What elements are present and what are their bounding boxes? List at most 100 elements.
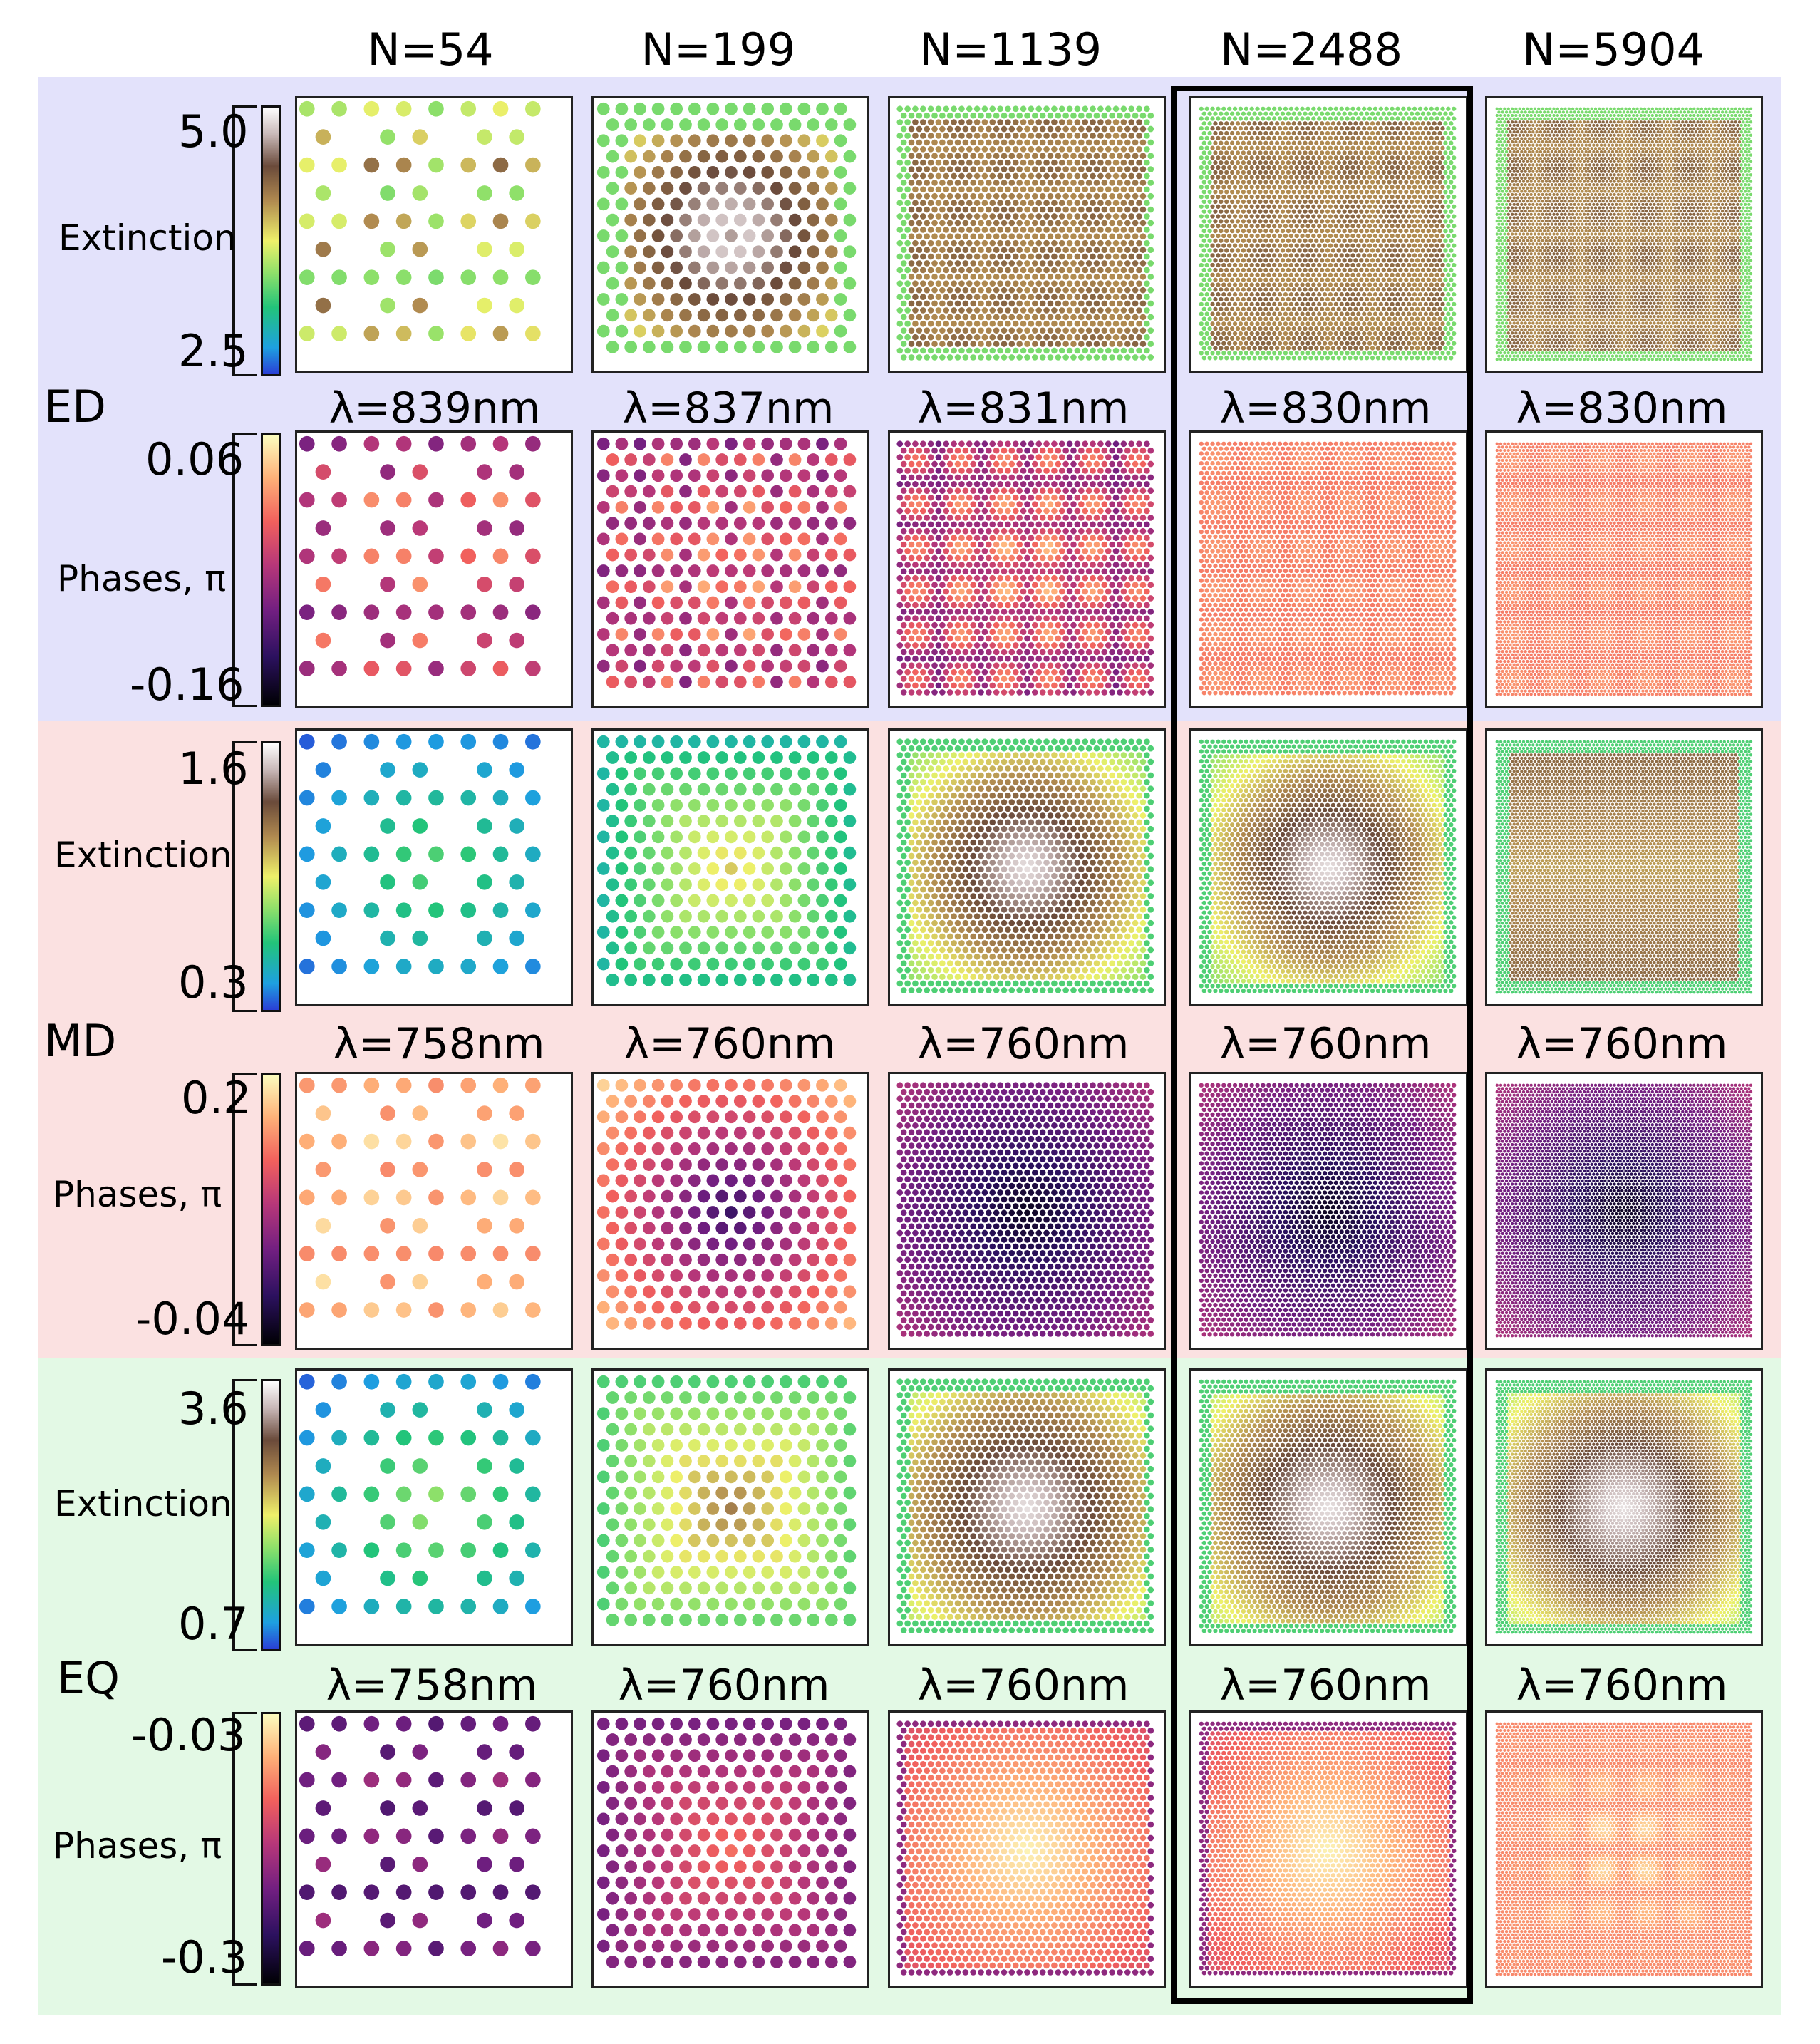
- particle: [1743, 123, 1747, 128]
- particle: [1085, 247, 1092, 253]
- particle: [1227, 233, 1232, 239]
- particle: [1372, 204, 1378, 209]
- particle: [896, 347, 904, 354]
- particle: [970, 247, 977, 253]
- particle: [1229, 140, 1235, 145]
- particle: [1221, 341, 1226, 346]
- particle: [1008, 247, 1015, 253]
- particle: [1258, 277, 1263, 282]
- particle: [1297, 209, 1302, 214]
- particle: [1105, 267, 1112, 274]
- particle: [477, 129, 492, 145]
- particle: [1311, 292, 1316, 297]
- particle: [1353, 180, 1358, 185]
- particle: [1227, 224, 1232, 229]
- particle: [1117, 192, 1123, 200]
- particle: [1503, 153, 1506, 157]
- particle: [1671, 150, 1675, 154]
- particle: [1537, 107, 1541, 110]
- particle: [1720, 143, 1725, 147]
- particle: [1742, 120, 1745, 124]
- particle: [1702, 130, 1705, 134]
- particle: [1269, 111, 1274, 116]
- particle: [725, 166, 738, 179]
- particle: [958, 105, 965, 113]
- particle: [1432, 248, 1437, 253]
- particle: [1213, 238, 1218, 243]
- particle: [1384, 204, 1389, 209]
- particle: [1719, 120, 1722, 124]
- particle: [1274, 336, 1280, 341]
- particle: [1112, 145, 1120, 153]
- particle: [1372, 165, 1378, 170]
- particle: [1576, 123, 1581, 128]
- particle: [1077, 180, 1085, 186]
- particle: [1747, 110, 1751, 114]
- particle: [1043, 307, 1050, 314]
- particle: [1124, 233, 1131, 240]
- particle: [1654, 147, 1658, 150]
- particle: [981, 239, 988, 247]
- particle: [1359, 326, 1364, 331]
- particle: [1412, 351, 1417, 356]
- particle: [1136, 294, 1142, 300]
- particle: [1255, 224, 1260, 229]
- particle: [1077, 153, 1085, 160]
- particle: [1117, 300, 1123, 307]
- particle: [1410, 170, 1415, 175]
- particle: [1020, 347, 1027, 354]
- particle: [1303, 150, 1308, 155]
- particle: [1573, 117, 1576, 120]
- particle: [1325, 277, 1330, 282]
- particle: [1443, 111, 1448, 116]
- particle: [1541, 147, 1544, 150]
- particle: [989, 105, 996, 113]
- particle: [900, 153, 907, 160]
- particle: [1039, 180, 1046, 186]
- particle: [1426, 287, 1431, 292]
- particle: [1719, 140, 1722, 144]
- particle: [1446, 351, 1451, 356]
- particle: [1565, 130, 1569, 134]
- particle: [986, 300, 992, 307]
- particle: [1272, 262, 1277, 268]
- particle: [1283, 311, 1288, 316]
- particle: [1390, 341, 1395, 346]
- particle: [997, 280, 1003, 287]
- particle: [1359, 121, 1364, 126]
- particle: [1345, 282, 1350, 287]
- particle: [706, 261, 720, 274]
- particle: [1367, 135, 1372, 141]
- particle: [1117, 233, 1123, 240]
- particle: [1707, 147, 1711, 150]
- particle: [1618, 137, 1622, 140]
- particle: [1207, 111, 1212, 116]
- particle: [1443, 316, 1448, 321]
- particle: [1235, 248, 1241, 253]
- particle: [1325, 267, 1330, 273]
- particle: [1232, 321, 1238, 326]
- particle: [1280, 170, 1286, 175]
- particle: [1561, 143, 1565, 147]
- particle: [1412, 194, 1417, 200]
- particle: [1249, 116, 1254, 121]
- particle: [1288, 233, 1293, 239]
- particle: [1294, 116, 1299, 121]
- particle: [1213, 121, 1218, 126]
- particle: [939, 247, 946, 253]
- particle: [1395, 292, 1400, 297]
- particle: [1201, 130, 1206, 136]
- particle: [1028, 267, 1035, 274]
- particle: [1201, 160, 1206, 165]
- particle: [1274, 356, 1280, 361]
- ed-phases-max: 0.06: [145, 435, 244, 485]
- particle: [1132, 166, 1139, 172]
- particle: [1342, 346, 1347, 351]
- particle: [981, 159, 988, 166]
- particle: [1199, 175, 1204, 180]
- particle: [752, 277, 765, 290]
- particle: [1291, 336, 1296, 341]
- particle: [946, 314, 953, 321]
- particle: [997, 119, 1003, 125]
- particle: [1219, 130, 1224, 136]
